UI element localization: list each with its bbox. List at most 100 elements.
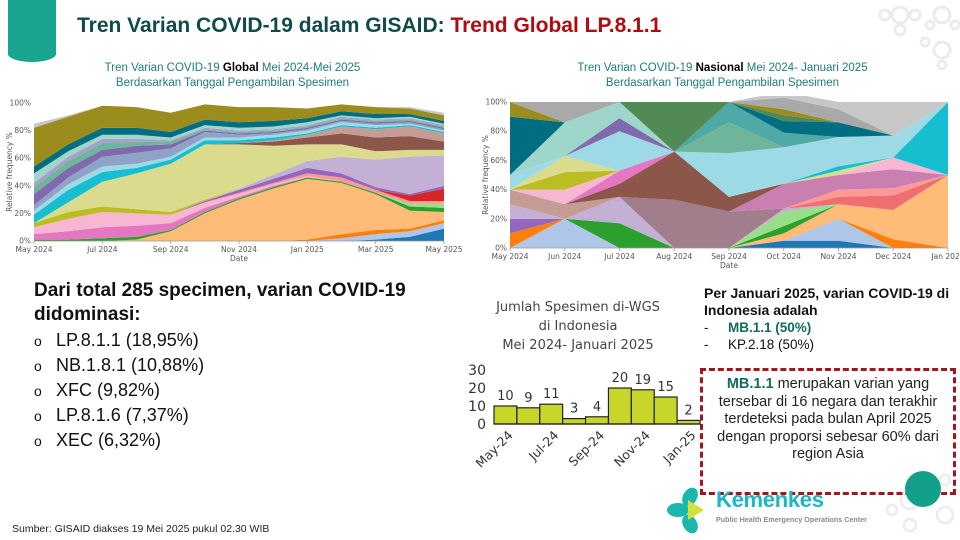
caption-line2: Berdasarkan Tanggal Pengambilan Spesimen [115,77,350,89]
bullet-icon: o [34,383,42,399]
caption-text: Tren Varian COVID-19 [577,62,696,74]
area-series-24 [34,111,444,174]
area-series-21 [510,102,948,175]
x-tick-label: Jan 2025 [930,252,960,261]
dash-bullet: - [704,320,709,335]
bar-data-label: 20 [612,371,629,386]
x-axis-label: Date [720,261,738,270]
x-tick-label: May 2024 [16,245,53,254]
x-tick-label: May 2024 [492,252,529,261]
y-tick-label: 20% [14,209,31,218]
bar-Jul-24 [539,403,564,425]
accent-bar [8,0,56,62]
y-tick-label: 60% [490,156,507,165]
bar-Jun-24 [516,407,541,425]
bar-data-label: 4 [593,400,601,415]
area-series-16 [510,151,948,205]
area-series-4 [510,175,948,248]
list-item: - KP.2.18 (50%) [704,336,954,353]
x-tick-label: Aug 2024 [656,252,692,261]
list-item-label: KP.2.18 (50%) [728,337,815,352]
x-tick-label: May 2025 [426,245,462,254]
y-tick-label: 40% [490,185,507,194]
caption-line2: Berdasarkan Tanggal Pengambilan Spesimen [605,77,840,89]
y-axis-label: Relative frequency % [481,135,490,215]
dash-bullet: - [704,337,709,352]
kemenkes-logo: Kemenkes Public Health Emergency Operati… [664,486,884,536]
area-series-8 [510,175,948,248]
x-tick-label: Jul-24 [525,427,561,463]
bar-Dec-24 [653,396,678,425]
specimen-bar-chart: 0 10 20 30 10 9 11 3 4 20 19 15 2 May-24 Jul-24 Sep-24 N… [452,362,702,490]
decorative-pattern-icon [878,5,960,70]
area-series-21 [34,118,444,195]
bar-data-label: 19 [635,373,652,388]
area-series-18 [34,122,444,215]
area-series-22 [34,116,444,188]
global-area-chart-svg: 0% 20% 40% 60% 80% 100% May 2024 Jul 2024 Sep 20… [5,99,462,264]
area-series-3 [510,218,948,248]
list-item: o XFC (9,82%) [34,378,454,403]
area-series-3 [34,220,444,241]
area-series-20 [510,102,948,197]
january-summary-lead: Per Januari 2025, varian COVID-19 di Ind… [704,285,950,318]
caption-text: Mei 2024- Januari 2025 [743,62,868,74]
list-item: o LP.8.1.6 (7,37%) [34,403,454,428]
bar-data-label: 9 [524,391,532,406]
y-tick-label: 60% [14,154,31,163]
y-tick-label: 10 [468,399,486,415]
logo-brand: Kemenkes [716,487,824,512]
y-tick-label: 20% [490,214,507,223]
infobox-text: merupakan varian yang tersebar di 16 neg… [717,376,939,462]
area-series-29 [510,96,948,136]
bar-chart-title: Jumlah Spesimen di-WGS di Indonesia Mei … [488,298,668,355]
list-item-label: XEC (6,32%) [56,430,162,450]
caption-bold: Global [222,62,259,74]
y-tick-label: 20 [468,381,486,397]
area-series-14 [34,144,444,224]
x-tick-label: Nov-24 [611,427,653,469]
bar-May-24 [493,405,518,425]
bar-data-label: 15 [657,380,674,395]
area-series-5 [510,175,948,248]
x-tick-label: Mar 2025 [358,245,394,254]
mb111-info-box: MB.1.1 merupakan varian yang tersebar di… [700,368,956,495]
bullet-icon: o [34,358,42,374]
list-item: o LP.8.1.1 (18,95%) [34,328,454,353]
y-tick-label: 0 [477,417,486,433]
list-item: o NB.1.8.1 (10,88%) [34,353,454,378]
area-series-1 [510,240,948,248]
area-series-1 [34,228,444,241]
x-tick-label: Sep-24 [565,427,607,469]
global-variant-area-chart: 0% 20% 40% 60% 80% 100% May 2024 Jul 2024 Sep 20… [0,96,462,268]
page-title-main: Tren Varian COVID-19 dalam GISAID: [77,14,451,37]
y-tick-label: 80% [490,127,507,136]
bar-chart-title-line: Mei 2024- Januari 2025 [502,338,654,353]
caption-text: Tren Varian COVID-19 [104,62,223,74]
january-variant-summary: Per Januari 2025, varian COVID-19 di Ind… [704,285,954,353]
bullet-icon: o [34,333,42,349]
y-tick-label: 30 [468,363,486,379]
variant-summary: Dari total 285 specimen, varian COVID-19… [34,279,454,453]
caption-text: Mei 2024-Mei 2025 [258,62,361,74]
summary-lead: Dari total 285 specimen, varian COVID-19… [34,280,406,325]
area-series-22 [510,102,948,175]
bar-Sep-24 [584,416,610,425]
bar-chart-title-line: di Indonesia [538,319,618,334]
y-tick-label: 80% [14,126,31,135]
x-tick-label: Sep 2024 [153,245,189,254]
area-series-7 [34,177,444,240]
x-tick-label: Dec 2024 [875,252,911,261]
y-tick-label: 40% [14,181,31,190]
bar-Oct-24 [607,387,632,425]
caption-bold: Nasional [695,62,744,74]
list-item-label: LP.8.1.6 (7,37%) [56,405,189,425]
x-axis-label: Date [230,254,248,263]
logo-subtitle: Public Health Emergency Operations Cente… [716,515,867,524]
x-tick-label: Jan-25 [659,428,698,467]
bullet-icon: o [34,433,42,449]
y-tick-label: 100% [486,98,507,107]
x-tick-label: Jan 2025 [290,245,324,254]
area-series-14 [510,151,948,212]
x-tick-label: May-24 [472,427,515,470]
